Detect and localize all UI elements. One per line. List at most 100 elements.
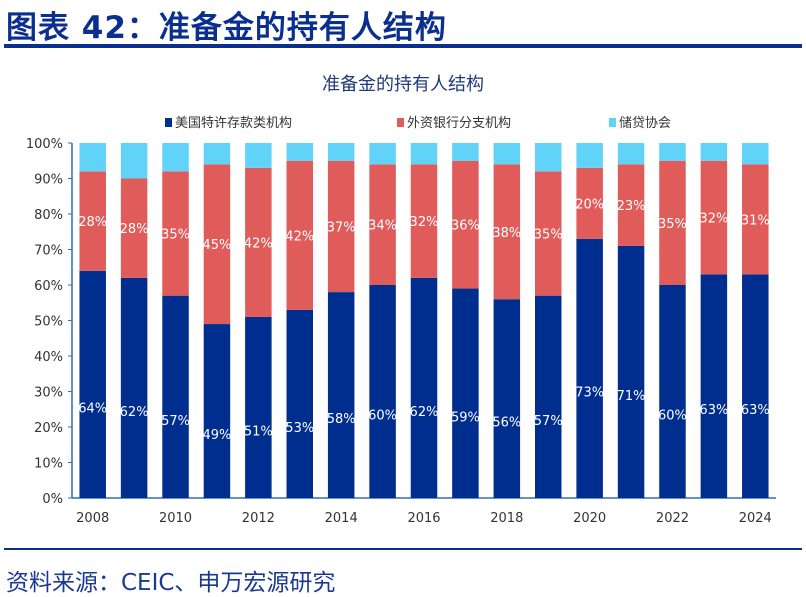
- stacked-bar-chart: 准备金的持有人结构 美国特许存款类机构 外资银行分支机构 储贷协会 0% 10% 20%…: [26, 74, 776, 526]
- bar-segment: [576, 238, 603, 498]
- data-label: 49%: [202, 428, 231, 443]
- bar-segment: [576, 167, 603, 239]
- x-tick-label: 2012: [242, 511, 275, 526]
- data-label: 42%: [285, 229, 314, 244]
- data-label: 64%: [78, 401, 107, 416]
- x-tick-label: 2020: [573, 511, 606, 526]
- data-label: 36%: [451, 219, 480, 234]
- bar-segment: [493, 143, 521, 165]
- x-tick-label: 2024: [739, 511, 772, 526]
- data-label: 31%: [741, 213, 770, 228]
- bar-segment: [203, 324, 231, 498]
- data-label: 37%: [327, 220, 356, 235]
- bar-segment: [617, 245, 645, 498]
- legend: 美国特许存款类机构 外资银行分支机构 储贷协会: [165, 116, 671, 131]
- data-label: 71%: [617, 389, 646, 404]
- y-tick-label: 10%: [34, 457, 63, 472]
- data-label: 60%: [658, 409, 687, 424]
- legend-label: 储贷协会: [619, 116, 671, 131]
- bar-segment: [162, 171, 189, 296]
- data-label: 53%: [285, 421, 314, 436]
- data-label: 38%: [492, 226, 521, 241]
- bar-segment: [534, 171, 562, 296]
- data-label: 62%: [410, 405, 439, 420]
- bar-segment: [327, 143, 355, 161]
- bar-segment: [700, 160, 728, 275]
- bar-segment: [659, 160, 686, 285]
- bar-segment: [327, 160, 355, 293]
- bar-segment: [659, 285, 686, 498]
- data-label: 34%: [368, 219, 397, 234]
- bar-segment: [410, 277, 438, 498]
- bar-segment: [369, 285, 396, 498]
- bar-segment: [286, 160, 314, 310]
- bar-segment: [452, 160, 479, 289]
- data-label: 63%: [699, 403, 728, 418]
- bar-segment: [452, 288, 479, 498]
- bar-segment: [369, 164, 396, 285]
- bar-segment: [79, 270, 106, 498]
- bars: 64% 28% 62% 28% 57% 35% 49% 45% 51% 42% 53% 42% 58% 3…: [78, 143, 770, 498]
- data-label: 59%: [451, 410, 480, 425]
- bar-segment: [617, 143, 645, 165]
- data-label: 23%: [617, 199, 646, 214]
- bar-segment: [742, 164, 769, 275]
- data-label: 35%: [161, 228, 190, 243]
- x-tick-label: 2008: [76, 511, 109, 526]
- y-tick-label: 30%: [34, 386, 63, 401]
- data-label: 57%: [534, 414, 563, 429]
- y-tick-label: 20%: [34, 421, 63, 436]
- bar-segment: [534, 295, 562, 498]
- bar-segment: [203, 164, 231, 325]
- source-divider: [4, 548, 802, 550]
- data-label: 60%: [368, 409, 397, 424]
- legend-label: 美国特许存款类机构: [175, 116, 292, 131]
- x-tick-label: 2018: [490, 511, 523, 526]
- bar-segment: [493, 164, 521, 300]
- y-tick-label: 50%: [34, 315, 63, 330]
- bar-segment: [534, 143, 562, 172]
- data-label: 35%: [658, 217, 687, 232]
- figure-title: 图表 42：准备金的持有人结构: [6, 10, 447, 46]
- data-label: 32%: [699, 212, 728, 227]
- legend-label: 外资银行分支机构: [407, 116, 511, 131]
- bar-segment: [742, 143, 769, 165]
- bar-segment: [327, 292, 355, 498]
- data-label: 56%: [492, 416, 521, 431]
- bar-segment: [203, 143, 231, 165]
- bar-segment: [493, 299, 521, 498]
- x-tick-label: 2014: [325, 511, 358, 526]
- bar-segment: [120, 178, 148, 278]
- data-label: 63%: [741, 403, 770, 418]
- y-tick-label: 0%: [42, 492, 63, 507]
- y-tick-label: 80%: [34, 208, 63, 223]
- x-tick-label: 2016: [407, 511, 440, 526]
- data-label: 20%: [575, 197, 604, 212]
- bar-segment: [700, 143, 728, 161]
- data-label: 35%: [534, 228, 563, 243]
- bar-segment: [245, 143, 272, 168]
- data-label: 42%: [244, 236, 273, 251]
- title-divider: [4, 44, 802, 48]
- chart-title: 准备金的持有人结构: [322, 74, 484, 95]
- legend-swatch: [397, 118, 404, 127]
- y-tick-label: 40%: [34, 350, 63, 365]
- bar-segment: [452, 143, 479, 161]
- legend-swatch: [165, 118, 172, 127]
- bar-segment: [659, 143, 686, 161]
- y-tick-label: 90%: [34, 173, 63, 188]
- bar-segment: [162, 295, 189, 498]
- data-label: 28%: [120, 222, 149, 237]
- bar-segment: [120, 277, 148, 498]
- data-label: 45%: [202, 238, 231, 253]
- y-tick-label: 60%: [34, 279, 63, 294]
- bar-segment: [410, 143, 438, 165]
- bar-segment: [286, 143, 314, 161]
- data-label: 57%: [161, 414, 190, 429]
- bar-segment: [245, 316, 272, 498]
- bar-segment: [576, 143, 603, 168]
- bar-segment: [120, 143, 148, 179]
- bar-segment: [162, 143, 189, 172]
- bar-segment: [410, 164, 438, 278]
- data-label: 73%: [575, 385, 604, 400]
